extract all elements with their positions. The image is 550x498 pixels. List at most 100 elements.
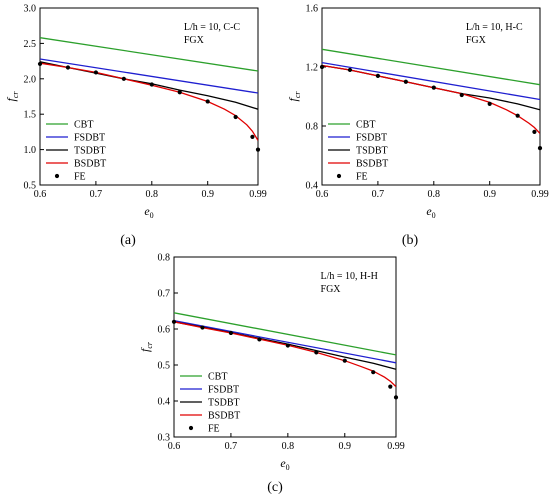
series-line-fsdbt	[174, 320, 396, 364]
y-tick-label: 2.5	[24, 39, 37, 50]
legend-label-fsdbt: FSDBT	[208, 385, 239, 396]
series-point-fe	[65, 65, 71, 70]
y-axis-label: fcr	[4, 91, 20, 102]
y-tick-label: 2.0	[24, 74, 37, 85]
series-point-fe	[177, 90, 182, 95]
series-point-fe	[93, 70, 98, 75]
caption-c: (c)	[267, 480, 283, 495]
x-tick-label: 0.6	[34, 189, 47, 200]
series-point-fe	[347, 67, 353, 73]
series-point-fe	[257, 337, 262, 342]
y-tick-label: 0.4	[306, 181, 319, 192]
legend-label-fe: FE	[74, 172, 86, 183]
chart-annotation: L/h = 10, C-C	[184, 22, 241, 33]
series-point-fe	[233, 114, 238, 120]
legend-label-bsdbt: BSDBT	[74, 159, 106, 170]
plot-frame	[173, 256, 397, 438]
series-point-fe	[515, 113, 520, 118]
series-point-fe	[375, 73, 380, 78]
chart-annotation: FGX	[466, 35, 487, 46]
y-tick-label: 0.5	[158, 361, 171, 372]
legend-label-cbt: CBT	[208, 372, 227, 383]
x-tick-label: 0.7	[225, 441, 238, 452]
chart-annotation: L/h = 10, H-H	[321, 271, 378, 282]
series-point-fe	[314, 350, 319, 355]
x-tick-label: 0.6	[168, 441, 181, 452]
legend-label-fe: FE	[356, 172, 368, 183]
series-point-fe	[200, 325, 205, 330]
series-point-fe	[371, 370, 376, 375]
x-tick-label: 0.8	[428, 189, 441, 200]
legend-label-bsdbt: BSDBT	[208, 411, 240, 422]
series-point-fe	[403, 79, 408, 84]
series-point-fe	[171, 319, 177, 324]
y-tick-label: 0.8	[158, 253, 171, 264]
legend-swatch-fe	[54, 173, 60, 179]
legend-label-tsdbt: TSDBT	[208, 398, 240, 409]
y-axis-label: fcr	[286, 91, 302, 102]
x-tick-label: 0.6	[316, 189, 329, 200]
y-tick-label: 0.7	[158, 289, 171, 300]
x-tick-label: 0.99	[387, 441, 405, 452]
series-point-fe	[393, 395, 399, 400]
y-tick-label: 0.8	[306, 122, 319, 133]
plot-frame	[39, 7, 259, 186]
series-line-fsdbt	[322, 61, 540, 101]
x-axis-label: e0	[144, 204, 153, 220]
series-point-fe	[537, 146, 543, 151]
x-tick-label: 0.7	[372, 189, 385, 200]
y-tick-label: 0.5	[24, 181, 37, 192]
y-tick-label: 1.5	[24, 110, 37, 121]
series-line-bsdbt	[40, 62, 258, 141]
series-point-fe	[285, 343, 290, 348]
x-tick-label: 0.99	[531, 189, 549, 200]
legend-label-cbt: CBT	[356, 120, 375, 131]
legend-swatch-fe	[336, 173, 342, 179]
y-axis-label: fcr	[138, 341, 154, 352]
series-point-fe	[532, 129, 537, 134]
series-line-bsdbt	[322, 64, 540, 134]
x-axis-label: e0	[426, 204, 435, 220]
plot-frame	[321, 7, 541, 186]
y-tick-label: 1.2	[306, 63, 319, 74]
y-tick-label: 0.3	[158, 433, 171, 444]
caption-a: (a)	[120, 233, 136, 248]
chart-annotation: FGX	[321, 284, 342, 295]
x-tick-label: 0.99	[249, 189, 267, 200]
series-point-fe	[431, 85, 436, 90]
chart-panel-b: 0.6 0.7 0.8 0.9 0.99 0.4 0.8 1.2 1.6 e0 fcr L/h = 1…	[286, 4, 549, 221]
x-tick-label: 0.7	[90, 189, 103, 200]
series-line-fsdbt	[40, 58, 258, 94]
x-axis-label: e0	[280, 456, 289, 472]
caption-b: (b)	[402, 233, 419, 248]
series-point-fe	[205, 99, 210, 104]
series-point-fe	[255, 147, 261, 152]
series-point-fe	[149, 82, 154, 87]
legend-label-tsdbt: TSDBT	[74, 146, 106, 157]
series-point-fe	[37, 61, 43, 67]
series-point-fe	[228, 330, 234, 336]
series-point-fe	[121, 76, 126, 81]
legend-label-bsdbt: BSDBT	[356, 159, 388, 170]
legend-label-fsdbt: FSDBT	[356, 133, 387, 144]
x-tick-label: 0.9	[483, 189, 496, 200]
series-point-fe	[319, 64, 325, 70]
y-tick-label: 3.0	[24, 4, 37, 15]
series-point-fe	[487, 101, 492, 106]
legend-swatch-fe	[188, 425, 194, 431]
series-point-fe	[342, 358, 347, 363]
chart-panel-a: 0.6 0.7 0.8 0.9 0.99 0.5 1.0 1.5 2.0 2.5 3.0 e0 fcr L…	[4, 4, 267, 221]
y-tick-label: 0.4	[158, 397, 171, 408]
y-tick-label: 1.0	[24, 145, 37, 156]
legend-label-cbt: CBT	[74, 120, 93, 131]
series-point-fe	[250, 134, 255, 139]
series-line-cbt	[174, 312, 396, 356]
chart-annotation: FGX	[184, 35, 205, 46]
x-tick-label: 0.9	[201, 189, 214, 200]
chart-panel-c: 0.6 0.7 0.8 0.9 0.99 0.3 0.4 0.5 0.6 0.7 0.8 e0 fcr L…	[138, 253, 405, 473]
series-line-cbt	[322, 48, 540, 86]
x-tick-label: 0.8	[146, 189, 159, 200]
legend-label-fsdbt: FSDBT	[74, 133, 105, 144]
y-tick-label: 1.6	[306, 4, 319, 15]
